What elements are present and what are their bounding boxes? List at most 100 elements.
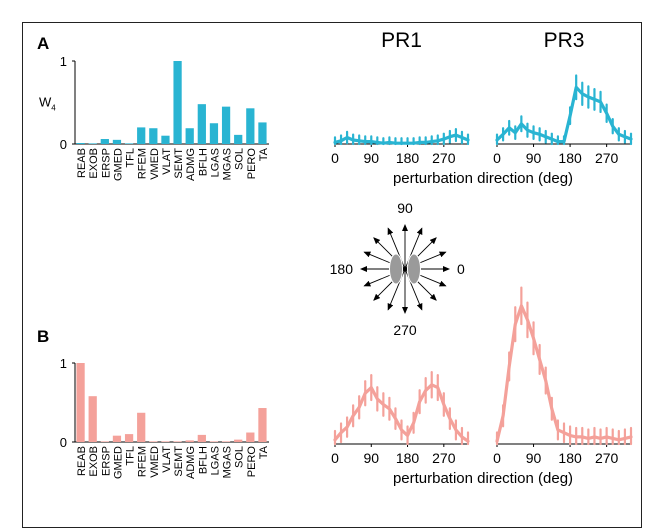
category-label-sol: SOL [234, 148, 246, 170]
compass-label-90: 90 [397, 200, 413, 216]
x-axis-label: perturbation direction (deg) [393, 170, 573, 187]
x-tick-label: 90 [363, 150, 379, 166]
bar-tfl [124, 434, 134, 442]
y-tick-label: 1 [60, 54, 67, 69]
y-tick-label: 0 [60, 137, 67, 152]
x-tick-label: 270 [595, 150, 619, 166]
x-tick-label: 270 [595, 450, 619, 466]
category-label-ta: TA [258, 147, 270, 161]
category-label-lgas: LGAS [209, 148, 221, 177]
bar-gmed [112, 139, 122, 144]
category-label-gmed: GMED [112, 446, 124, 479]
category-label-bflh: BFLH [197, 446, 209, 474]
bar-exob [88, 396, 97, 442]
category-label-admg: ADMG [185, 148, 197, 181]
category-label-exob: EXOB [88, 446, 100, 477]
category-label-admg: ADMG [185, 446, 197, 479]
category-label-rfem: RFEM [137, 446, 149, 477]
category-label-vmed: VMED [149, 148, 161, 180]
category-label-sol: SOL [234, 446, 246, 468]
y-tick-label: 0 [60, 435, 67, 450]
category-label-vlat: VLAT [161, 446, 173, 473]
bar-pero [246, 432, 255, 442]
figure-frame: A B 0 1 W4 REAB EXOB ERSP GMED TFL RFEM VMED VLAT SEM… [22, 22, 642, 528]
category-label-pero: PERO [246, 148, 258, 180]
category-label-gmed: GMED [112, 148, 124, 181]
category-label-ta: TA [258, 445, 270, 459]
bar-chart-3: 0 1 REAB EXOB ERSP GMED TFL RFEM VMED VLAT SEMT ADM… [60, 356, 270, 479]
bar-rfem [137, 412, 146, 442]
x-tick-label: 270 [432, 450, 456, 466]
category-label-tfl: TFL [125, 446, 137, 466]
category-label-pero: PERO [246, 446, 258, 478]
compass-label-180: 180 [330, 261, 354, 277]
right-foot [407, 253, 421, 285]
x-tick-label: 0 [493, 450, 501, 466]
bar-vmed [149, 441, 158, 442]
category-label-semt: SEMT [173, 148, 185, 179]
x-tick-label: 0 [331, 150, 339, 166]
category-label-reab: REAB [76, 446, 88, 476]
compass-label-270: 270 [393, 322, 417, 338]
x-tick-label: 180 [558, 450, 582, 466]
bar-chart-0: 0 1 W4 REAB EXOB ERSP GMED TFL RFEM VMED VLAT SEMT A… [39, 54, 270, 181]
category-label-mgas: MGAS [222, 446, 234, 478]
bar-pero [246, 108, 255, 144]
panel-label-a: A [37, 34, 49, 53]
compass-label-0: 0 [457, 261, 465, 277]
category-label-reab: REAB [76, 148, 88, 178]
x-tick-label: 180 [558, 150, 582, 166]
panel-label-b: B [37, 327, 49, 346]
bar-mgas [221, 441, 231, 442]
line-chart-2: 0 90 180 270 PR3 [493, 29, 633, 166]
y-tick-label: 1 [60, 356, 67, 371]
y-axis-label-sub: 4 [51, 104, 56, 113]
feet-icon [389, 253, 421, 285]
bar-mgas [221, 106, 231, 144]
category-label-semt: SEMT [173, 446, 185, 477]
x-tick-label: 90 [526, 150, 542, 166]
bar-gmed [112, 435, 122, 442]
series-line [495, 85, 633, 144]
category-label-bflh: BFLH [197, 148, 209, 176]
y-axis-label: W4 [39, 95, 56, 113]
bar-ta [258, 408, 267, 442]
category-label-vlat: VLAT [161, 148, 173, 175]
x-tick-label: 180 [396, 150, 420, 166]
x-tick-label: 0 [493, 150, 501, 166]
chart-title-pr1: PR1 [381, 29, 422, 52]
bar-tfl [124, 143, 134, 144]
line-chart-5: 0 90 180 270 [493, 286, 633, 466]
bar-vlat [161, 441, 170, 442]
bar-admg [185, 128, 194, 144]
bar-exob [88, 143, 97, 144]
bar-reab [76, 363, 85, 442]
x-tick-label: 180 [396, 450, 420, 466]
category-label-lgas: LGAS [209, 446, 221, 475]
category-label-exob: EXOB [88, 148, 100, 179]
bar-ersp [100, 441, 109, 442]
bar-sol [234, 439, 243, 442]
x-tick-label: 270 [432, 150, 456, 166]
x-axis-label: perturbation direction (deg) [393, 470, 573, 487]
category-label-mgas: MGAS [222, 148, 234, 180]
bar-semt [173, 441, 182, 442]
bar-sol [234, 134, 243, 144]
x-tick-label: 0 [331, 450, 339, 466]
bar-vmed [149, 128, 158, 144]
left-foot [389, 253, 403, 285]
bar-reab [76, 143, 85, 144]
bar-bflh [197, 104, 206, 144]
bar-rfem [137, 127, 146, 144]
bar-ersp [100, 139, 109, 144]
category-label-vmed: VMED [149, 446, 161, 478]
category-label-rfem: RFEM [137, 148, 149, 179]
bar-lgas [209, 441, 219, 442]
bar-vlat [161, 135, 170, 144]
x-tick-label: 90 [526, 450, 542, 466]
bar-ta [258, 122, 267, 144]
category-label-tfl: TFL [125, 148, 137, 168]
series-line [495, 304, 633, 443]
bar-lgas [209, 123, 219, 144]
